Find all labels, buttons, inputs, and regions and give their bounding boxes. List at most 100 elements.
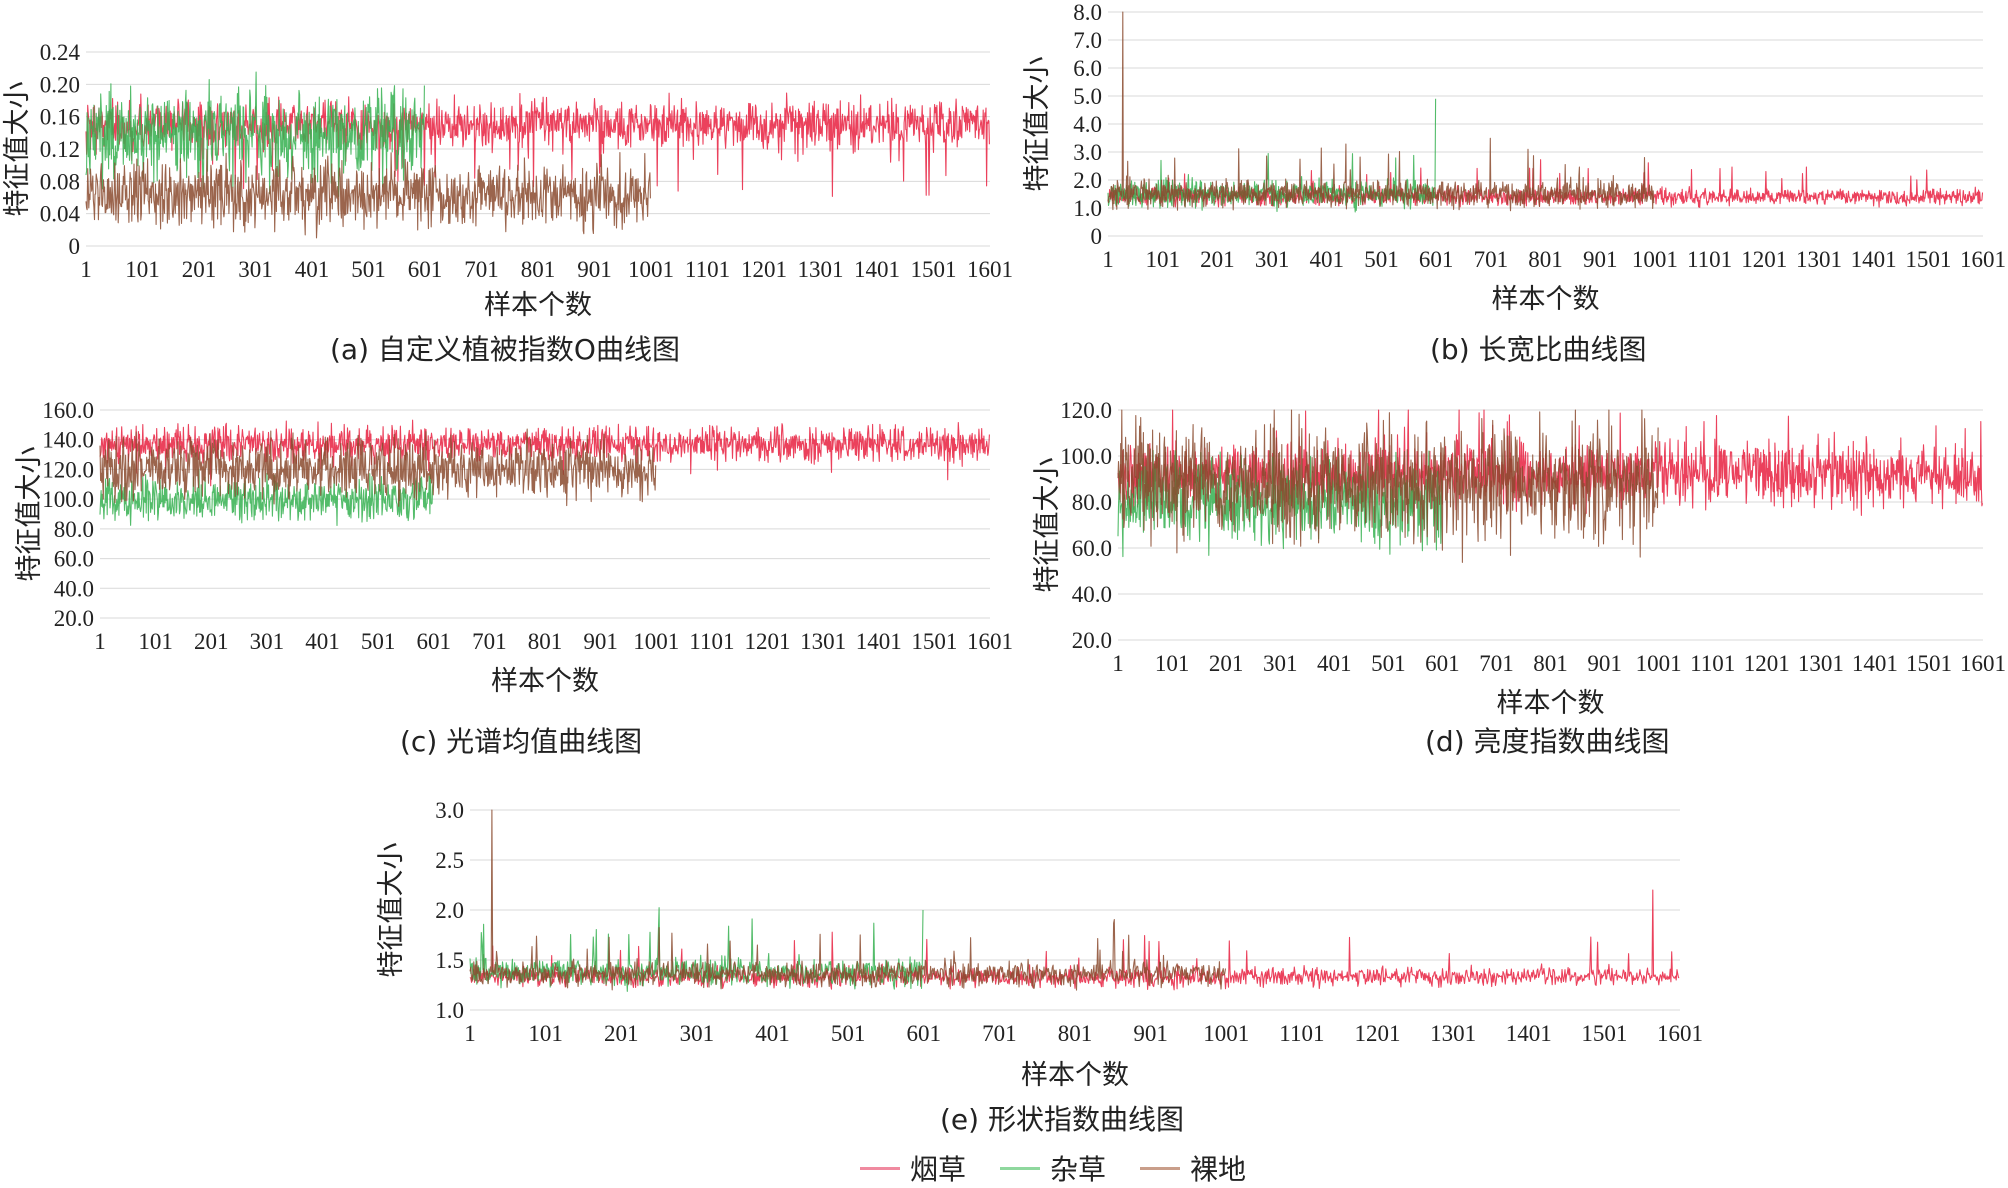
x-tick-label: 301: [250, 629, 285, 654]
x-tick-label: 701: [472, 629, 507, 654]
chart-d-gridlines: [1118, 409, 1983, 641]
x-tick-label: 101: [138, 629, 173, 654]
x-tick-label: 101: [1145, 247, 1180, 272]
x-tick-label: 1501: [1581, 1021, 1627, 1046]
chart-b-caption: (b) 长宽比曲线图: [1430, 333, 1647, 366]
x-tick-label: 1301: [1798, 651, 1844, 676]
x-tick-label: 801: [528, 629, 563, 654]
series-line-bare: [99, 428, 657, 507]
y-tick-label: 0.20: [40, 72, 80, 97]
x-tick-label: 201: [1200, 247, 1235, 272]
x-tick-label: 601: [1425, 651, 1460, 676]
y-axis-label: 特征值大小: [14, 447, 45, 582]
x-tick-label: 401: [295, 257, 330, 282]
legend-swatch-bare: [1140, 1166, 1181, 1170]
x-tick-label: 801: [521, 257, 556, 282]
x-tick-label: 1: [80, 257, 92, 282]
chart-c-caption: (c) 光谱均值曲线图: [400, 725, 643, 758]
x-tick-label: 201: [1209, 651, 1244, 676]
chart-e-svg: 1.01.52.02.53.01 101 201 301 401 501 601 701 801…: [376, 798, 1703, 1091]
x-axis-label: 样本个数: [1492, 284, 1600, 315]
x-tick-label: 501: [1371, 651, 1406, 676]
x-tick-label: 1101: [685, 257, 730, 282]
y-tick-label: 1.5: [435, 948, 464, 973]
x-tick-label: 1201: [1744, 651, 1790, 676]
x-tick-label: 1001: [1203, 1021, 1249, 1046]
x-tick-label: 1001: [1636, 651, 1682, 676]
chart-b-svg: 01.02.03.04.05.06.07.08.01 101 201 301 401 50…: [1022, 0, 2006, 315]
x-tick-label: 1601: [1960, 651, 2006, 676]
chart-a-svg: 00.040.080.120.160.200.241 101 201 301 401 50…: [2, 40, 1013, 321]
chart-b-gridlines: [1108, 11, 1983, 237]
y-tick-label: 60.0: [54, 547, 94, 572]
x-tick-label: 201: [194, 629, 229, 654]
y-tick-label: 80.0: [54, 517, 94, 542]
x-axis-label: 样本个数: [1497, 688, 1605, 719]
legend-swatch-weed: [1000, 1166, 1041, 1170]
y-tick-label: 40.0: [1072, 582, 1112, 607]
y-tick-label: 60.0: [1072, 536, 1112, 561]
x-tick-label: 701: [1474, 247, 1509, 272]
x-tick-label: 101: [1155, 651, 1190, 676]
x-tick-label: 201: [604, 1021, 639, 1046]
legend-label-bare: 裸地: [1190, 1153, 1247, 1186]
y-tick-label: 5.0: [1073, 84, 1102, 109]
x-tick-label: 101: [528, 1021, 563, 1046]
y-tick-label: 160.0: [42, 398, 94, 423]
x-tick-label: 1301: [1796, 247, 1842, 272]
x-tick-label: 1201: [1741, 247, 1787, 272]
x-tick-label: 501: [361, 629, 396, 654]
y-tick-label: 2.0: [1073, 168, 1102, 193]
x-tick-label: 801: [1058, 1021, 1093, 1046]
x-tick-label: 1: [1102, 247, 1114, 272]
y-axis-label: 特征值大小: [1022, 57, 1053, 192]
y-tick-label: 1.0: [435, 998, 464, 1023]
y-tick-label: 3.0: [435, 798, 464, 823]
x-tick-label: 301: [1263, 651, 1298, 676]
chart-e-caption: (e) 形状指数曲线图: [940, 1103, 1184, 1136]
x-tick-label: 1201: [741, 257, 787, 282]
series-line-bare: [85, 148, 651, 239]
series-line-bare: [469, 809, 1227, 991]
series-line-tobacco: [99, 419, 990, 487]
x-tick-label: 1301: [800, 629, 846, 654]
x-axis-label: 样本个数: [491, 666, 599, 697]
x-tick-label: 501: [1364, 247, 1399, 272]
chart-panel-b: 0 1.0 2.0 3.0 4.0 5.0 6.0 7.0 8.0 1 101 201 301 401 50…: [0, 0, 2008, 330]
x-tick-label: 701: [464, 257, 499, 282]
y-tick-label: 6.0: [1073, 56, 1102, 81]
x-tick-label: 1401: [1506, 1021, 1552, 1046]
x-tick-label: 601: [907, 1021, 942, 1046]
x-tick-label: 1501: [911, 257, 957, 282]
y-axis-label: 特征值大小: [2, 82, 33, 217]
y-tick-label: 0: [69, 234, 81, 259]
x-tick-label: 1101: [1687, 247, 1732, 272]
y-tick-label: 100.0: [1060, 444, 1112, 469]
x-tick-label: 1401: [1852, 651, 1898, 676]
legend-label-tobacco: 烟草: [910, 1153, 967, 1186]
x-tick-label: 701: [1479, 651, 1514, 676]
x-tick-label: 501: [831, 1021, 866, 1046]
series-line-weed: [85, 71, 425, 198]
x-tick-label: 701: [982, 1021, 1017, 1046]
chart-e-gridlines: [470, 809, 1680, 1011]
y-tick-label: 20.0: [54, 606, 94, 631]
x-tick-label: 101: [125, 257, 160, 282]
y-tick-label: 80.0: [1072, 490, 1112, 515]
legend-item-weed: 杂草: [1000, 1148, 1106, 1188]
x-tick-label: 901: [1133, 1021, 1168, 1046]
x-tick-label: 1501: [1905, 247, 1951, 272]
y-tick-label: 40.0: [54, 576, 94, 601]
y-axis-label: 特征值大小: [376, 843, 407, 978]
chart-panel-d: 20.0 40.0 60.0 80.0 100.0 120.0 1 101 201 301 401 5…: [1032, 398, 2006, 719]
x-tick-label: 401: [305, 629, 340, 654]
y-tick-label: 120.0: [42, 457, 94, 482]
x-tick-label: 1401: [856, 629, 902, 654]
y-tick-label: 100.0: [42, 487, 94, 512]
y-axis-label: 特征值大小: [1032, 458, 1063, 593]
x-tick-label: 1301: [1430, 1021, 1476, 1046]
series-line-bare: [1107, 11, 1655, 212]
y-tick-label: 0.24: [40, 40, 81, 65]
